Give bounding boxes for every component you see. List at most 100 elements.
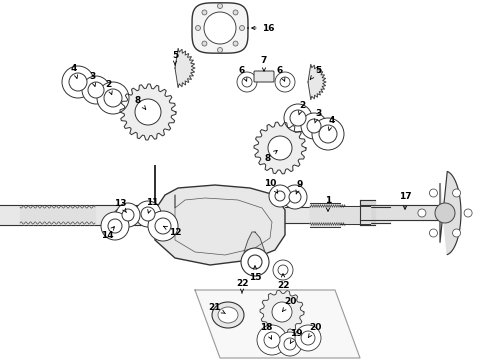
Circle shape xyxy=(116,203,140,227)
Circle shape xyxy=(97,82,129,114)
Text: 12: 12 xyxy=(164,226,181,237)
Circle shape xyxy=(141,207,155,221)
Circle shape xyxy=(108,219,122,233)
Text: 7: 7 xyxy=(261,55,267,71)
Text: 22: 22 xyxy=(277,274,289,289)
Text: 20: 20 xyxy=(282,297,296,311)
Circle shape xyxy=(301,331,315,345)
Circle shape xyxy=(241,248,269,276)
Text: 20: 20 xyxy=(308,324,321,338)
Circle shape xyxy=(101,212,129,240)
Circle shape xyxy=(114,209,126,221)
Text: 10: 10 xyxy=(264,179,278,193)
Text: 16: 16 xyxy=(252,23,274,32)
Text: 11: 11 xyxy=(146,198,158,213)
Circle shape xyxy=(233,10,238,15)
Circle shape xyxy=(155,218,171,234)
Circle shape xyxy=(319,125,337,143)
Polygon shape xyxy=(120,84,176,140)
Polygon shape xyxy=(192,3,248,53)
Circle shape xyxy=(202,41,207,46)
Polygon shape xyxy=(308,64,326,100)
Polygon shape xyxy=(155,165,285,265)
Circle shape xyxy=(429,229,438,237)
Text: 17: 17 xyxy=(399,192,411,209)
Circle shape xyxy=(453,189,461,197)
Polygon shape xyxy=(440,171,461,255)
Circle shape xyxy=(218,4,222,9)
Circle shape xyxy=(62,66,94,98)
Circle shape xyxy=(275,72,295,92)
Text: 4: 4 xyxy=(328,116,335,130)
Text: 5: 5 xyxy=(310,66,321,79)
Text: 6: 6 xyxy=(239,66,247,81)
Text: 3: 3 xyxy=(315,108,321,123)
Circle shape xyxy=(273,260,293,280)
Circle shape xyxy=(257,325,287,355)
Text: 14: 14 xyxy=(100,227,114,239)
Circle shape xyxy=(88,82,104,98)
Text: 18: 18 xyxy=(260,324,272,339)
Text: 3: 3 xyxy=(89,72,96,86)
Text: 22: 22 xyxy=(236,279,248,293)
Circle shape xyxy=(278,332,302,356)
Circle shape xyxy=(269,185,291,207)
Circle shape xyxy=(135,99,161,125)
Ellipse shape xyxy=(218,307,238,323)
Circle shape xyxy=(268,136,292,160)
Circle shape xyxy=(280,77,290,87)
Circle shape xyxy=(312,118,344,150)
Circle shape xyxy=(453,229,461,237)
Text: 2: 2 xyxy=(105,80,112,95)
Text: 1: 1 xyxy=(325,195,331,211)
Circle shape xyxy=(135,201,161,227)
Polygon shape xyxy=(254,122,306,174)
Text: 21: 21 xyxy=(208,302,225,314)
Text: 2: 2 xyxy=(298,100,305,115)
Circle shape xyxy=(275,191,285,201)
Polygon shape xyxy=(260,290,304,334)
Circle shape xyxy=(196,26,200,31)
FancyBboxPatch shape xyxy=(254,71,274,82)
Text: 6: 6 xyxy=(277,66,285,81)
Circle shape xyxy=(278,265,288,275)
Text: 15: 15 xyxy=(249,266,261,283)
Circle shape xyxy=(418,209,426,217)
Text: 13: 13 xyxy=(114,198,126,213)
Text: 5: 5 xyxy=(172,50,178,65)
Ellipse shape xyxy=(212,302,244,328)
Polygon shape xyxy=(195,290,360,358)
Circle shape xyxy=(122,209,134,221)
Circle shape xyxy=(307,119,321,133)
Circle shape xyxy=(242,77,252,87)
Circle shape xyxy=(233,41,238,46)
Circle shape xyxy=(264,332,280,348)
Polygon shape xyxy=(244,232,268,265)
Circle shape xyxy=(272,302,292,322)
Circle shape xyxy=(429,189,438,197)
Circle shape xyxy=(284,338,296,350)
Circle shape xyxy=(284,104,312,132)
Text: 19: 19 xyxy=(290,329,302,344)
Text: 9: 9 xyxy=(296,180,303,194)
Circle shape xyxy=(289,191,301,203)
Circle shape xyxy=(104,89,122,107)
Text: 4: 4 xyxy=(71,63,78,78)
Polygon shape xyxy=(175,48,195,88)
Circle shape xyxy=(69,73,87,91)
Circle shape xyxy=(130,210,140,220)
Circle shape xyxy=(301,113,327,139)
Text: 8: 8 xyxy=(135,95,146,109)
Circle shape xyxy=(240,26,245,31)
Circle shape xyxy=(148,211,178,241)
Circle shape xyxy=(464,209,472,217)
Text: 8: 8 xyxy=(265,150,277,162)
Circle shape xyxy=(82,76,110,104)
Circle shape xyxy=(295,325,321,351)
Circle shape xyxy=(237,72,257,92)
Circle shape xyxy=(204,12,236,44)
Circle shape xyxy=(290,110,306,126)
Circle shape xyxy=(283,185,307,209)
Circle shape xyxy=(218,48,222,53)
Circle shape xyxy=(435,203,455,223)
